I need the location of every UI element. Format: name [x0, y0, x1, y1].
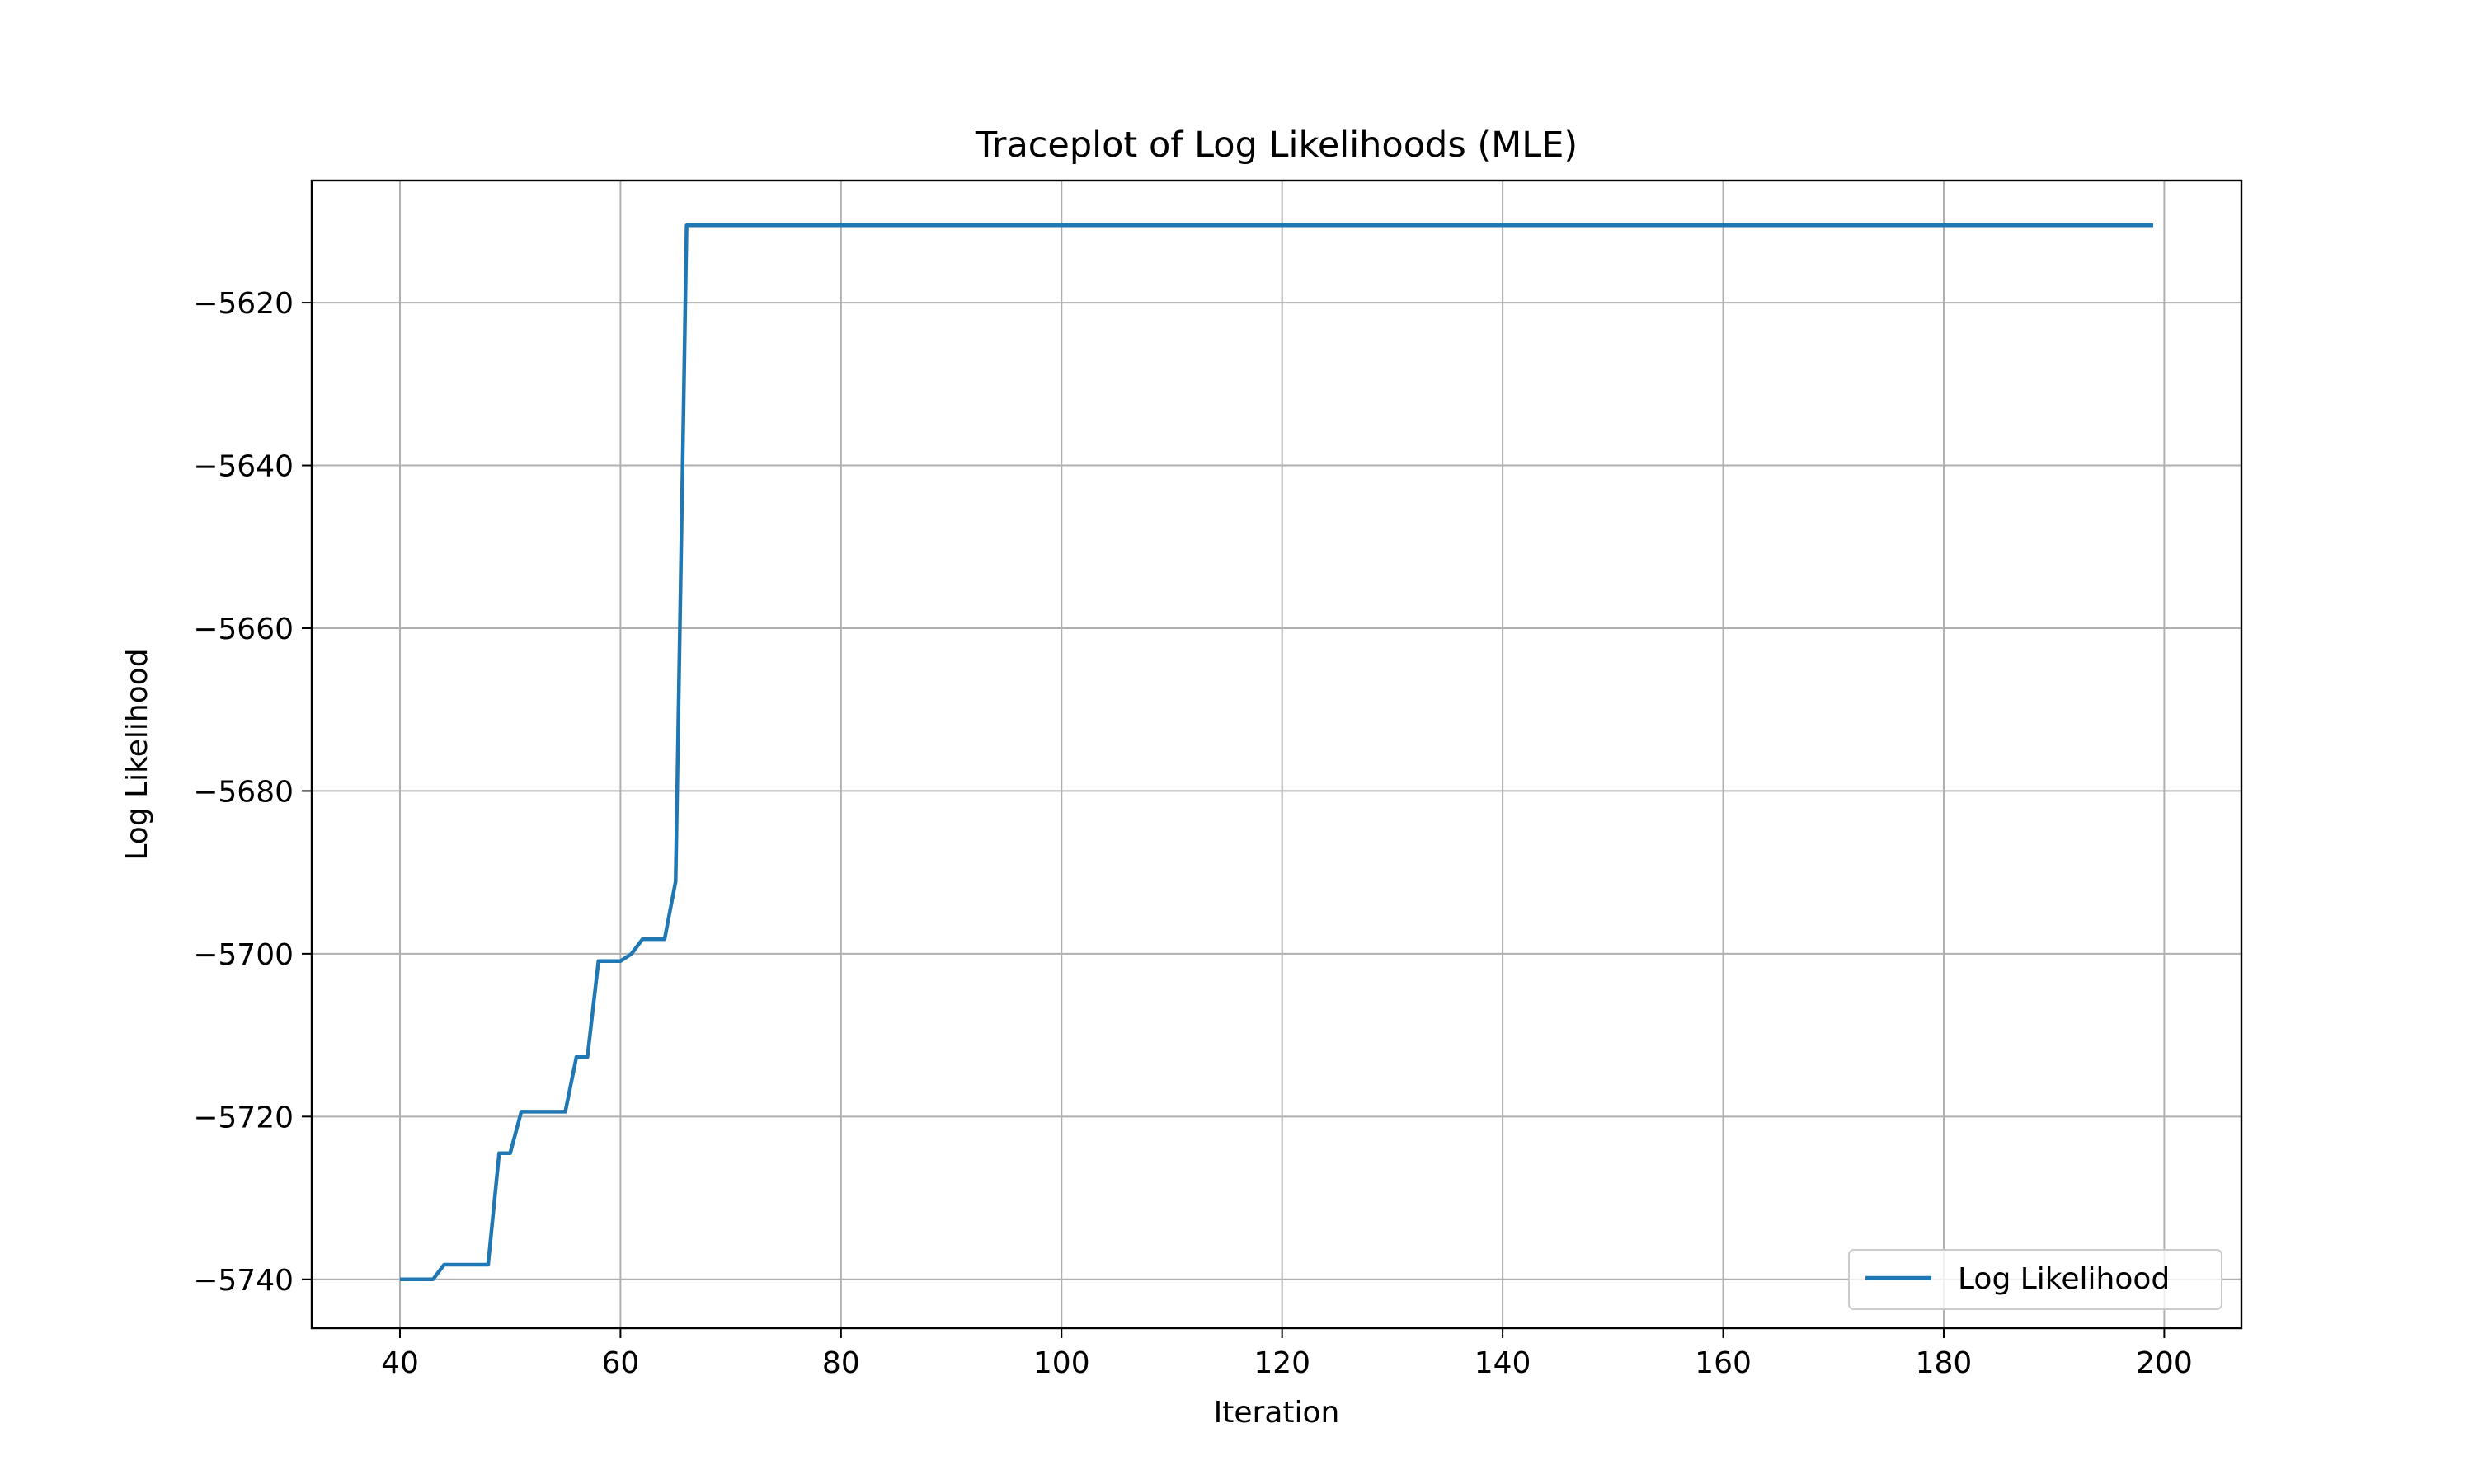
series-layer	[400, 223, 2153, 1282]
x-tick-label: 160	[1695, 1346, 1752, 1380]
y-tick-label: −5640	[193, 450, 294, 484]
legend-box	[1848, 1249, 2222, 1310]
x-tick-label: 60	[601, 1346, 639, 1380]
x-tick-label: 120	[1253, 1346, 1310, 1380]
y-axis-label: Log Likelihood	[120, 648, 154, 860]
x-tick-label: 100	[1033, 1346, 1090, 1380]
chart-title: Traceplot of Log Likelihoods (MLE)	[975, 124, 1578, 166]
x-tick-label: 200	[2136, 1346, 2193, 1380]
y-tick-label: −5620	[193, 287, 294, 321]
legend: Log Likelihood	[1848, 1249, 2222, 1310]
y-axis: −5740 −5720 −5700 −5680 −5660 −5640 −5620	[193, 287, 312, 1298]
x-axis-label: Iteration	[1214, 1396, 1340, 1430]
series-line	[400, 223, 2153, 1282]
x-tick-label: 40	[381, 1346, 419, 1380]
y-tick-label: −5740	[193, 1264, 294, 1298]
y-tick-label: −5700	[193, 938, 294, 972]
plot-frame	[310, 179, 2243, 1330]
x-tick-label: 140	[1475, 1346, 1531, 1380]
legend-label: Log Likelihood	[1958, 1262, 2170, 1296]
x-axis: 40 60 80 100 120 140 160 180 200	[381, 1328, 2193, 1380]
y-tick-label: −5720	[193, 1101, 294, 1134]
y-tick-label: −5660	[193, 613, 294, 646]
x-tick-label: 80	[822, 1346, 860, 1380]
y-tick-label: −5680	[193, 775, 294, 809]
x-tick-label: 180	[1916, 1346, 1973, 1380]
